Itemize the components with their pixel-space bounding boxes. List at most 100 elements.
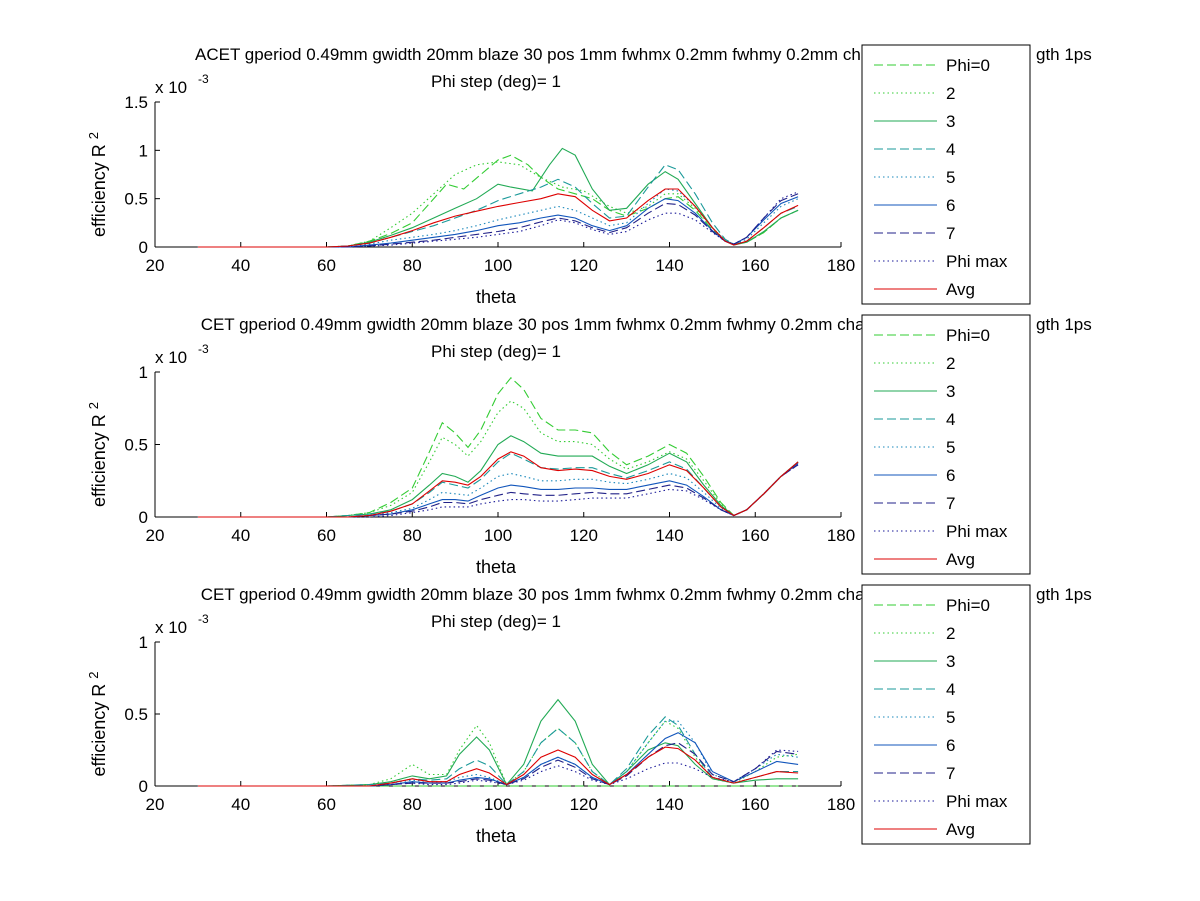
chart-title: ACET gperiod 0.49mm gwidth 20mm blaze 30…: [195, 45, 909, 64]
x-tick-label: 20: [146, 795, 165, 814]
legend-label: 4: [946, 410, 955, 429]
x-tick-label: 120: [570, 795, 598, 814]
x-tick-label: 180: [827, 256, 855, 275]
legend-label: Phi max: [946, 522, 1008, 541]
x-tick-label: 40: [231, 256, 250, 275]
x-axis-label: theta: [476, 557, 517, 577]
legend: Phi=0 2 3 4 5 6 7 Phi max Avg: [861, 44, 1031, 305]
legend-label: Phi=0: [946, 56, 990, 75]
y-axis-label: efficiency R 2: [86, 672, 109, 777]
legend-label: 7: [946, 494, 955, 513]
y-tick-label: 0: [139, 508, 148, 527]
legend-box: [861, 584, 1031, 845]
legend-label: 2: [946, 354, 955, 373]
x-tick-label: 120: [570, 256, 598, 275]
x-tick-label: 100: [484, 526, 512, 545]
x-tick-label: 100: [484, 256, 512, 275]
x-tick-label: 160: [741, 795, 769, 814]
x-tick-label: 140: [655, 256, 683, 275]
x-tick-label: 60: [317, 795, 336, 814]
x-tick-label: 20: [146, 526, 165, 545]
y-tick-label: 0: [139, 777, 148, 796]
legend-label: 4: [946, 680, 955, 699]
x-tick-label: 40: [231, 795, 250, 814]
legend: Phi=0 2 3 4 5 6 7 Phi max Avg: [861, 584, 1031, 845]
legend-label: Phi max: [946, 792, 1008, 811]
y-tick-label: 1: [139, 633, 148, 652]
y-multiplier-exponent: -3: [198, 342, 209, 356]
x-tick-label: 120: [570, 526, 598, 545]
y-multiplier: x 10: [155, 78, 187, 97]
legend-label: Phi max: [946, 252, 1008, 271]
legend-label: Phi=0: [946, 326, 990, 345]
y-tick-label: 0.5: [124, 190, 148, 209]
y-tick-label: 1: [139, 363, 148, 382]
series-line-8: [197, 749, 799, 787]
series-line-2: [197, 161, 799, 248]
x-tick-label: 140: [655, 526, 683, 545]
series-line-7: [197, 464, 799, 518]
subplot-1: 20 40 60 80 100 120 140 160 180 0 0.5 1 1.5 ACET gper…: [86, 44, 1092, 307]
y-multiplier-exponent: -3: [198, 612, 209, 626]
series-line-3: [197, 147, 799, 248]
legend-box: [861, 44, 1031, 305]
legend-label: Phi=0: [946, 596, 990, 615]
x-axis-label: theta: [476, 826, 517, 846]
series-line-7: [197, 193, 799, 248]
series-group: [197, 377, 799, 518]
x-tick-label: 80: [403, 795, 422, 814]
legend-label: 5: [946, 438, 955, 457]
legend-label: 6: [946, 196, 955, 215]
series-line-9: [197, 188, 799, 248]
series-line-1: [197, 377, 799, 518]
legend-label: Avg: [946, 820, 975, 839]
series-line-9: [197, 746, 799, 787]
legend-label: 6: [946, 466, 955, 485]
series-line-5: [197, 720, 799, 787]
series-line-5: [197, 188, 799, 248]
y-tick-label: 1.5: [124, 93, 148, 112]
x-tick-label: 100: [484, 795, 512, 814]
legend-label: 3: [946, 112, 955, 131]
x-tick-label: 160: [741, 256, 769, 275]
legend-label: 7: [946, 764, 955, 783]
y-multiplier: x 10: [155, 348, 187, 367]
y-tick-label: 0: [139, 238, 148, 257]
series-line-7: [197, 742, 799, 787]
chart-title-tail: gth 1ps: [1036, 585, 1092, 604]
legend-label: 6: [946, 736, 955, 755]
series-line-9: [197, 451, 799, 518]
legend-label: 3: [946, 652, 955, 671]
chart-title-tail: gth 1ps: [1036, 45, 1092, 64]
series-line-2: [197, 720, 799, 787]
x-tick-label: 180: [827, 795, 855, 814]
legend-label: 2: [946, 84, 955, 103]
chart-subtitle: Phi step (deg)= 1: [431, 612, 561, 631]
legend: Phi=0 2 3 4 5 6 7 Phi max Avg: [861, 314, 1031, 575]
x-tick-label: 80: [403, 526, 422, 545]
chart-subtitle: Phi step (deg)= 1: [431, 342, 561, 361]
series-line-6: [197, 732, 799, 787]
x-tick-label: 60: [317, 256, 336, 275]
y-multiplier: x 10: [155, 618, 187, 637]
subplot-2: 20 40 60 80 100 120 140 160 180 0 0.5 1 CET gperiod …: [86, 314, 1092, 577]
x-tick-label: 180: [827, 526, 855, 545]
x-tick-label: 160: [741, 526, 769, 545]
x-tick-label: 40: [231, 526, 250, 545]
x-tick-label: 60: [317, 526, 336, 545]
series-line-3: [197, 435, 799, 518]
series-group: [197, 147, 799, 248]
legend-label: 4: [946, 140, 955, 159]
legend-label: 7: [946, 224, 955, 243]
legend-label: Avg: [946, 280, 975, 299]
x-tick-label: 80: [403, 256, 422, 275]
legend-label: 3: [946, 382, 955, 401]
legend-box: [861, 314, 1031, 575]
chart-title: CET gperiod 0.49mm gwidth 20mm blaze 30 …: [201, 315, 904, 334]
y-tick-label: 0.5: [124, 705, 148, 724]
series-group: [197, 698, 799, 787]
x-tick-label: 140: [655, 795, 683, 814]
legend-label: Avg: [946, 550, 975, 569]
y-multiplier-exponent: -3: [198, 72, 209, 86]
